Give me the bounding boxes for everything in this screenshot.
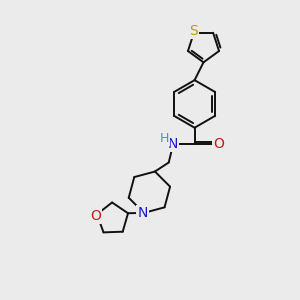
Text: H: H	[160, 132, 170, 145]
Text: O: O	[90, 209, 101, 223]
Text: N: N	[137, 206, 148, 220]
Text: S: S	[190, 24, 198, 38]
Text: O: O	[213, 137, 224, 151]
Text: N: N	[168, 137, 178, 151]
